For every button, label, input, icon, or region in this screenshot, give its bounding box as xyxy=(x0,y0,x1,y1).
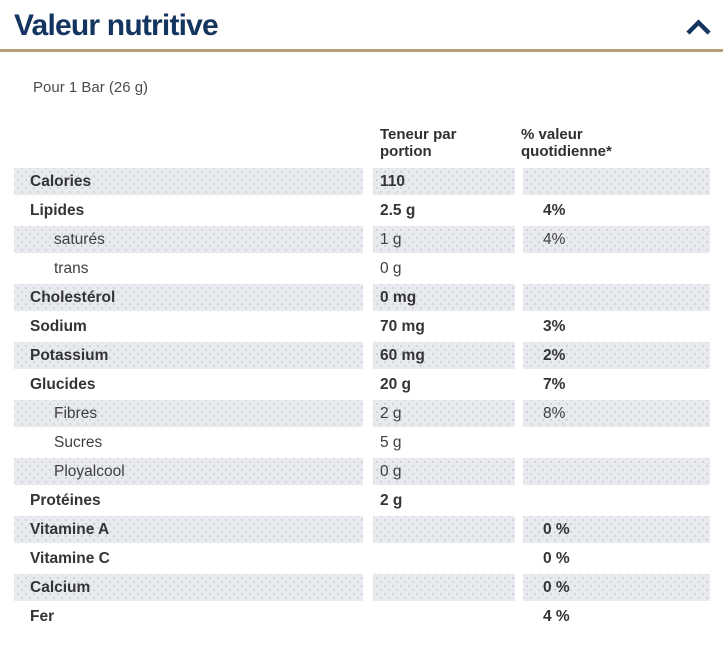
table-row: Fibres 2 g 8% xyxy=(14,400,723,427)
table-body: Calories 110 Lipides 2.5 g 4% saturés 1 g 4% tra… xyxy=(14,168,723,630)
table-row: trans 0 g xyxy=(14,255,723,282)
table-row: Calories 110 xyxy=(14,168,723,195)
row-amount-cell: 2 g xyxy=(373,400,515,427)
table-row: Vitamine C 0 % xyxy=(14,545,723,572)
table-row: Sucres 5 g xyxy=(14,429,723,456)
row-label-cell: Lipides xyxy=(30,201,85,219)
row-label-cell: Vitamine A xyxy=(14,516,363,543)
row-dv-cell: 7% xyxy=(543,375,566,393)
row-label-cell: Calcium xyxy=(14,574,363,601)
row-amount-cell: 20 g xyxy=(380,375,412,393)
row-dv-cell xyxy=(523,487,710,514)
row-dv-cell: 0 % xyxy=(523,574,710,601)
row-dv-cell: 2% xyxy=(523,342,710,369)
row-amount-cell xyxy=(373,574,515,601)
row-dv-cell: 3% xyxy=(543,317,566,335)
row-label-cell: Calories xyxy=(14,168,363,195)
row-dv-cell xyxy=(523,168,710,195)
row-label-cell: Fibres xyxy=(14,400,363,427)
table-row: Ployalcool 0 g xyxy=(14,458,723,485)
header-divider xyxy=(0,49,723,52)
row-label-cell: Ployalcool xyxy=(14,458,363,485)
row-label-cell: saturés xyxy=(14,226,363,253)
row-amount-cell: 2 g xyxy=(380,491,403,509)
table-row: Protéines 2 g xyxy=(14,487,723,514)
row-dv-cell xyxy=(523,458,710,485)
row-amount-cell: 0 g xyxy=(373,458,515,485)
table-row: Calcium 0 % xyxy=(14,574,723,601)
row-label-cell: Protéines xyxy=(30,491,101,509)
row-label-cell: Cholestérol xyxy=(14,284,363,311)
row-dv-cell xyxy=(523,255,710,282)
table-row: Vitamine A 0 % xyxy=(14,516,723,543)
row-label-cell: trans xyxy=(54,259,89,277)
row-amount-cell: 0 mg xyxy=(373,284,515,311)
row-amount-cell: 110 xyxy=(373,168,515,195)
row-label-cell: Sodium xyxy=(30,317,87,335)
row-amount-cell: 0 g xyxy=(380,259,402,277)
row-amount-cell: 2.5 g xyxy=(380,201,416,219)
table-row: Sodium 70 mg 3% xyxy=(14,313,723,340)
row-label-cell: Vitamine C xyxy=(30,549,110,567)
row-dv-cell: 4% xyxy=(523,226,710,253)
row-dv-cell: 4% xyxy=(543,201,566,219)
row-label-cell: Glucides xyxy=(30,375,96,393)
row-dv-cell: 4 % xyxy=(543,607,570,625)
row-dv-cell: 8% xyxy=(523,400,710,427)
row-amount-cell: 60 mg xyxy=(373,342,515,369)
row-dv-cell: 0 % xyxy=(543,549,570,567)
table-row: Potassium 60 mg 2% xyxy=(14,342,723,369)
table-row: Fer 4 % xyxy=(14,603,723,630)
row-amount-cell: 1 g xyxy=(373,226,515,253)
column-header-dv: % valeur quotidienne* xyxy=(521,126,612,160)
row-dv-cell: 0 % xyxy=(523,516,710,543)
row-amount-cell xyxy=(373,545,515,572)
accordion-header[interactable]: Valeur nutritive xyxy=(0,0,723,49)
table-row: Lipides 2.5 g 4% xyxy=(14,197,723,224)
table-row: Cholestérol 0 mg xyxy=(14,284,723,311)
row-label-cell: Fer xyxy=(30,607,55,625)
table-row: Glucides 20 g 7% xyxy=(14,371,723,398)
row-label-cell: Potassium xyxy=(14,342,363,369)
chevron-up-icon[interactable] xyxy=(686,18,711,40)
row-amount-cell: 5 g xyxy=(380,433,402,451)
row-dv-cell xyxy=(523,429,710,456)
serving-size-text: Pour 1 Bar (26 g) xyxy=(33,79,149,96)
row-amount-cell xyxy=(373,603,515,630)
nutrition-table: Teneur par portion % valeur quotidienne*… xyxy=(14,126,723,630)
row-amount-cell: 70 mg xyxy=(380,317,425,335)
row-label-cell: Sucres xyxy=(54,433,103,451)
table-header-row: Teneur par portion % valeur quotidienne* xyxy=(14,126,723,160)
table-row: saturés 1 g 4% xyxy=(14,226,723,253)
panel-title: Valeur nutritive xyxy=(14,9,219,42)
column-header-amount: Teneur par portion xyxy=(380,126,457,160)
row-dv-cell xyxy=(523,284,710,311)
row-amount-cell xyxy=(373,516,515,543)
